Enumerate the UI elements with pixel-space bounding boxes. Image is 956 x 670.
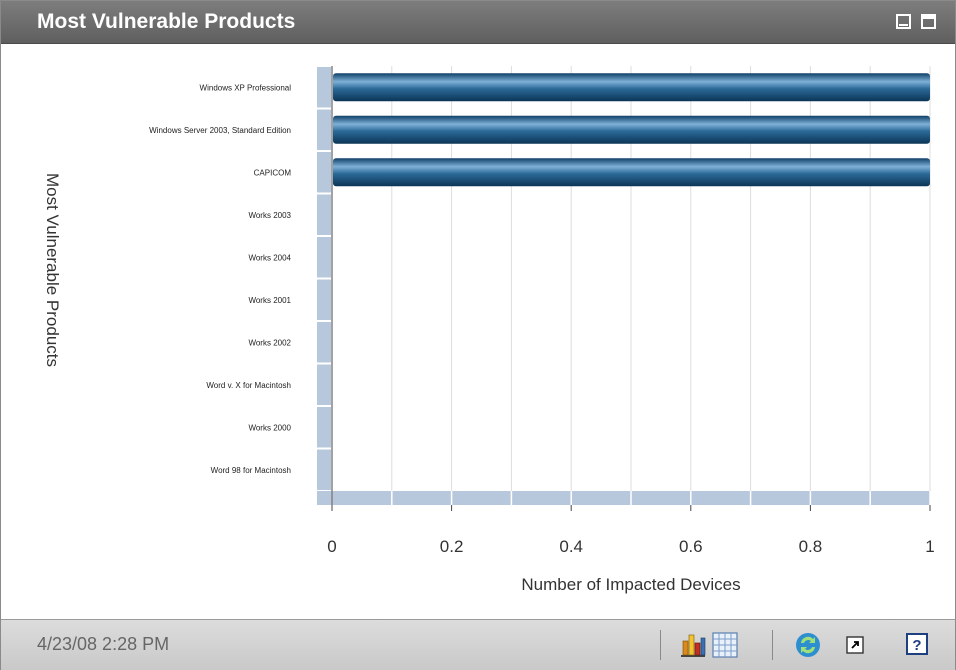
x-tick-label: 0.6 bbox=[679, 537, 703, 556]
minimize-icon[interactable] bbox=[896, 14, 911, 29]
category-label: Word 98 for Macintosh bbox=[211, 466, 291, 475]
axis-wall-segment bbox=[317, 237, 331, 278]
bar bbox=[333, 158, 930, 187]
axis-wall-segment bbox=[317, 449, 331, 490]
x-tick-label: 0.2 bbox=[440, 537, 464, 556]
timestamp: 4/23/08 2:28 PM bbox=[37, 634, 170, 654]
axis-wall-segment bbox=[317, 322, 331, 363]
bar bbox=[333, 73, 930, 102]
refresh-icon[interactable] bbox=[794, 631, 822, 659]
category-label: Works 2000 bbox=[248, 423, 291, 432]
bar-chart: Windows XP Professional Windows Server 20… bbox=[43, 66, 935, 594]
category-label: CAPICOM bbox=[254, 168, 292, 177]
axis-wall-segment bbox=[317, 67, 331, 108]
category-label: Windows Server 2003, Standard Edition bbox=[149, 126, 291, 135]
category-label: Word v. X for Macintosh bbox=[206, 381, 291, 390]
panel-footer: 4/23/08 2:28 PM ? bbox=[1, 619, 955, 670]
chart-area: Windows XP Professional Windows Server 20… bbox=[1, 44, 955, 618]
axis-wall-segment bbox=[317, 407, 331, 448]
category-label: Works 2003 bbox=[248, 211, 291, 220]
axis-wall-segment bbox=[317, 109, 331, 150]
axis-floor bbox=[317, 491, 930, 505]
x-tick-label: 0 bbox=[327, 537, 336, 556]
popout-icon[interactable] bbox=[846, 636, 864, 654]
toolbar-separator bbox=[660, 630, 661, 660]
y-axis-title: Most Vulnerable Products bbox=[43, 173, 62, 367]
panel-title: Most Vulnerable Products bbox=[37, 10, 296, 33]
axis-wall-segment bbox=[317, 194, 331, 235]
bar-chart-icon[interactable] bbox=[679, 631, 707, 659]
x-axis-title: Number of Impacted Devices bbox=[521, 575, 740, 594]
x-tick-label: 0.4 bbox=[559, 537, 583, 556]
x-tick-label: 0.8 bbox=[799, 537, 823, 556]
toolbar-separator bbox=[772, 630, 773, 660]
grid-icon[interactable] bbox=[711, 631, 739, 659]
bar bbox=[333, 115, 930, 144]
category-label: Works 2004 bbox=[248, 253, 291, 262]
svg-text:?: ? bbox=[912, 637, 921, 654]
panel-titlebar: Most Vulnerable Products bbox=[1, 1, 955, 44]
axis-wall-segment bbox=[317, 364, 331, 405]
category-label: Works 2001 bbox=[248, 296, 291, 305]
axis-wall-segment bbox=[317, 279, 331, 320]
category-label: Works 2002 bbox=[248, 338, 291, 347]
maximize-icon[interactable] bbox=[921, 14, 936, 29]
category-label: Windows XP Professional bbox=[200, 83, 292, 92]
x-tick-label: 1 bbox=[925, 537, 934, 556]
axis-wall-segment bbox=[317, 152, 331, 193]
help-icon[interactable]: ? bbox=[906, 633, 928, 655]
